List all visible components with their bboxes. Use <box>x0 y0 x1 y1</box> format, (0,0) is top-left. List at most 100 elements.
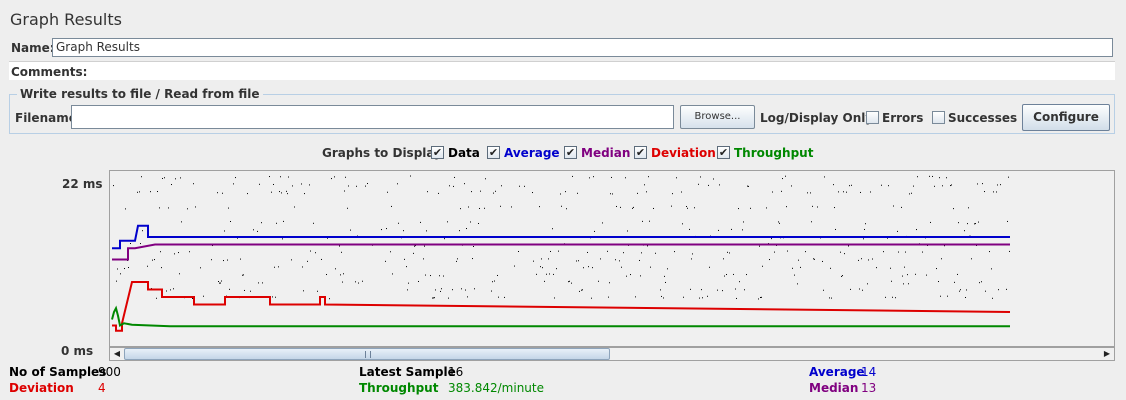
data-point <box>390 251 391 253</box>
data-point <box>397 183 398 185</box>
data-point <box>504 296 505 298</box>
comments-row[interactable]: Comments: <box>9 61 1115 80</box>
data-point <box>582 289 583 291</box>
data-point <box>387 191 388 193</box>
data-point <box>960 289 961 291</box>
data-point <box>649 220 650 222</box>
data-point <box>748 185 749 187</box>
data-point <box>600 258 601 260</box>
data-point <box>883 251 884 253</box>
data-point <box>863 238 864 240</box>
average-line <box>112 224 1010 250</box>
throughput-stat-value: 383.842/minute <box>448 381 544 395</box>
name-label: Name: <box>11 41 55 55</box>
data-point <box>460 208 461 210</box>
data-point <box>890 267 891 269</box>
data-checkbox[interactable]: ✔ <box>431 146 444 159</box>
data-point <box>140 243 141 245</box>
data-point <box>273 183 274 185</box>
median-checkbox[interactable]: ✔ <box>564 146 577 159</box>
data-point <box>348 185 349 187</box>
deviation-label: Deviation <box>651 146 716 160</box>
data-point <box>903 283 904 285</box>
data-point <box>897 230 898 232</box>
data-point <box>612 193 613 195</box>
data-point <box>672 193 673 195</box>
data-point <box>408 282 409 284</box>
data-point <box>653 207 654 209</box>
name-input[interactable]: Graph Results <box>52 38 1113 57</box>
average-stat-label: Average <box>809 365 865 379</box>
y-axis-max-label: 22 ms <box>62 177 103 191</box>
scrollbar-thumb[interactable] <box>124 348 610 360</box>
data-point <box>968 207 969 209</box>
errors-checkbox[interactable] <box>866 111 879 124</box>
data-point <box>453 185 454 187</box>
data-point <box>849 185 850 187</box>
data-point <box>620 206 621 208</box>
browse-button[interactable]: Browse... <box>680 105 755 129</box>
data-point <box>495 190 496 192</box>
data-point <box>876 267 877 269</box>
data-point <box>420 221 421 223</box>
data-point <box>667 268 668 270</box>
data-point <box>709 266 710 268</box>
data-point <box>315 252 316 254</box>
samples-label: No of Samples <box>9 365 107 379</box>
throughput-checkbox[interactable]: ✔ <box>717 146 730 159</box>
data-point <box>170 289 171 291</box>
data-point <box>452 289 453 291</box>
filename-input[interactable] <box>71 105 674 129</box>
data-point <box>702 297 703 299</box>
data-point <box>117 268 118 270</box>
scroll-right-icon[interactable]: ▶ <box>1103 349 1111 358</box>
data-point <box>744 289 745 291</box>
data-point <box>280 176 281 178</box>
data-point <box>779 222 780 224</box>
data-point <box>782 178 783 180</box>
data-point <box>833 184 834 186</box>
data-point <box>147 265 148 267</box>
data-point <box>358 282 359 284</box>
errors-label: Errors <box>882 111 924 125</box>
data-point <box>392 273 393 275</box>
configure-button[interactable]: Configure <box>1022 104 1110 131</box>
data-point <box>974 223 975 225</box>
data-point <box>616 205 617 207</box>
average-stat-value: 14 <box>861 365 877 379</box>
data-point <box>625 177 626 179</box>
data-point <box>171 184 172 186</box>
data-point <box>633 206 634 208</box>
data-point <box>464 183 465 185</box>
data-point <box>566 208 567 210</box>
data-point <box>663 297 664 299</box>
deviation-checkbox[interactable]: ✔ <box>634 146 647 159</box>
data-point <box>224 230 225 232</box>
scroll-left-icon[interactable]: ◀ <box>113 349 121 358</box>
data-point <box>282 238 283 240</box>
successes-checkbox[interactable] <box>932 111 945 124</box>
data-point <box>964 230 965 232</box>
throughput-stat-label: Throughput <box>359 381 439 395</box>
data-point <box>329 298 330 300</box>
data-point <box>355 281 356 283</box>
deviation-stat-label: Deviation <box>9 381 74 395</box>
data-point <box>942 185 943 187</box>
average-checkbox[interactable]: ✔ <box>487 146 500 159</box>
data-point <box>150 191 151 193</box>
data-point <box>936 268 937 270</box>
data-point <box>951 184 952 186</box>
data-point <box>553 273 554 275</box>
data-point <box>681 191 682 193</box>
data-point <box>403 230 404 232</box>
data-point <box>281 192 282 194</box>
data-point <box>635 296 636 298</box>
data-point <box>838 191 839 193</box>
data-point <box>302 266 303 268</box>
data-point <box>180 177 181 179</box>
horizontal-scrollbar[interactable]: ◀ ▶ <box>109 347 1115 361</box>
data-point <box>967 223 968 225</box>
data-point <box>648 176 649 178</box>
data-point <box>561 205 562 207</box>
data-point <box>137 191 138 193</box>
